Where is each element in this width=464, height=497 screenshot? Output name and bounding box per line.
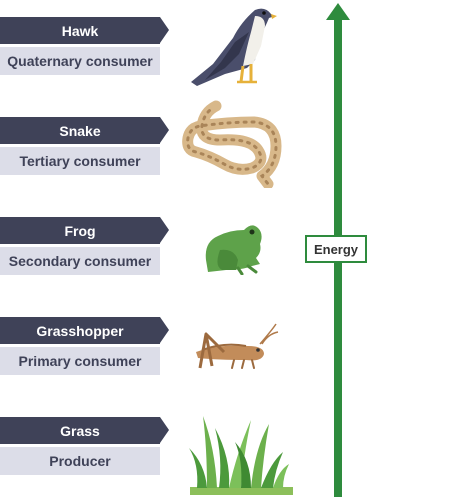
organism-name: Grasshopper bbox=[0, 317, 169, 344]
level-grasshopper: Grasshopper Primary consumer bbox=[0, 317, 175, 375]
level-frog: Frog Secondary consumer bbox=[0, 217, 175, 275]
grasshopper-icon bbox=[196, 323, 279, 369]
organism-name: Hawk bbox=[0, 17, 169, 44]
hawk-icon bbox=[191, 8, 277, 87]
trophic-role: Quaternary consumer bbox=[0, 47, 160, 75]
snake-icon bbox=[182, 100, 282, 188]
trophic-role: Producer bbox=[0, 447, 160, 475]
organism-name: Frog bbox=[0, 217, 169, 244]
level-grass: Grass Producer bbox=[0, 417, 175, 475]
level-snake: Snake Tertiary consumer bbox=[0, 117, 175, 175]
trophic-role: Secondary consumer bbox=[0, 247, 160, 275]
grass-icon bbox=[189, 416, 293, 495]
organism-name: Grass bbox=[0, 417, 169, 444]
trophic-role: Primary consumer bbox=[0, 347, 160, 375]
energy-label: Energy bbox=[305, 235, 367, 263]
frog-icon bbox=[205, 225, 262, 275]
trophic-role: Tertiary consumer bbox=[0, 147, 160, 175]
level-hawk: Hawk Quaternary consumer bbox=[0, 17, 175, 75]
organism-name: Snake bbox=[0, 117, 169, 144]
